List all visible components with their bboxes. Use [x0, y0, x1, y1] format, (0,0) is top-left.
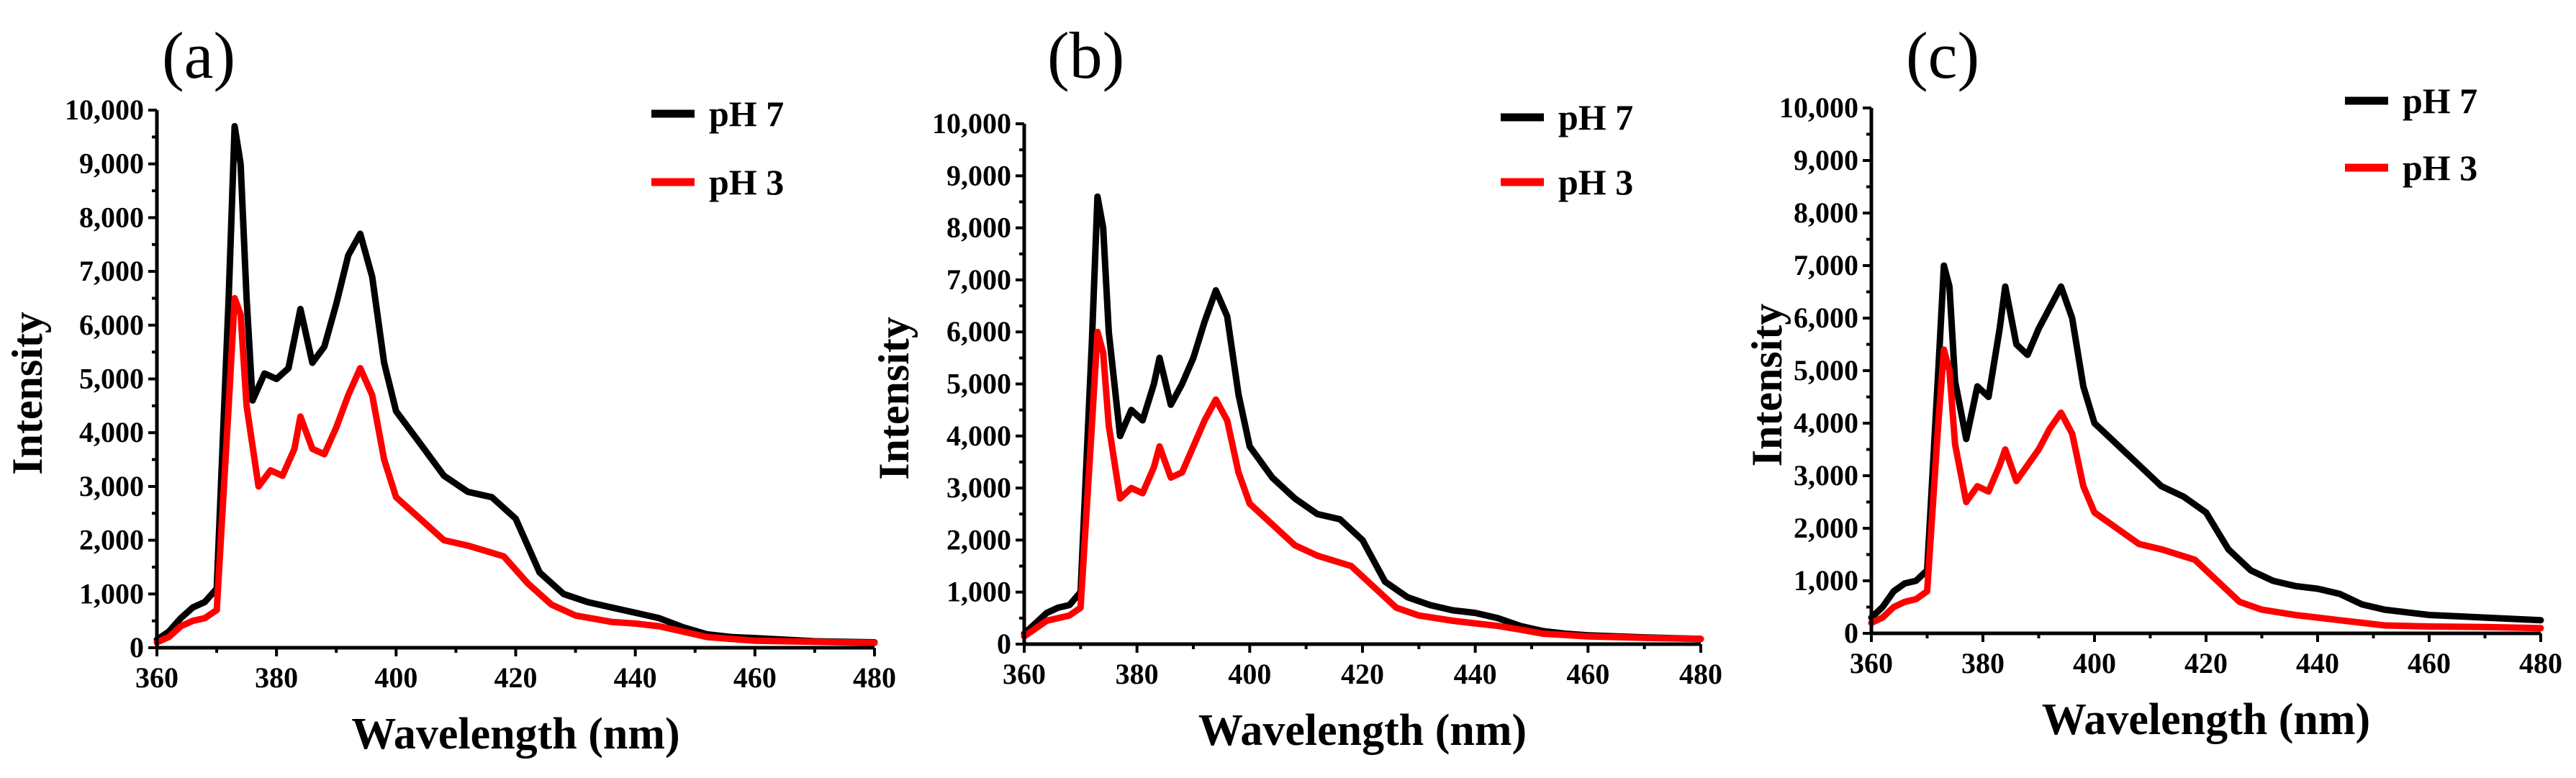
y-tick-label: 7,000: [79, 255, 144, 287]
y-axis-title: Intensity: [1743, 304, 1791, 467]
legend-label-ph3: pH 3: [2403, 148, 2477, 188]
legend-label-ph7: pH 7: [1558, 97, 1633, 137]
y-tick-label: 3,000: [79, 470, 144, 502]
x-tick-label: 380: [1961, 647, 2005, 679]
legend-label-ph7: pH 7: [709, 94, 784, 134]
y-tick-label: 5,000: [946, 368, 1011, 400]
y-tick-label: 3,000: [1794, 459, 1858, 492]
chart-panel-1: (a) 360 380 400 420 440 460 480 0 1,000 2,000 3,000…: [4, 19, 896, 759]
x-tick-label: 440: [1454, 658, 1497, 690]
y-tick-label: 7,000: [1794, 249, 1858, 281]
y-tick-label: 5,000: [1794, 354, 1858, 386]
x-tick-label: 380: [1116, 658, 1159, 690]
y-tick-label: 4,000: [946, 420, 1011, 452]
chart-panel-3: (c) 360 380 400 420 440 460 480 0 1,000 2,000 3,000…: [1743, 19, 2562, 744]
series-line-ph7: [1868, 262, 2544, 624]
x-tick-label: 440: [614, 661, 657, 694]
y-tick-label: 1,000: [946, 576, 1011, 608]
y-tick-label: 1,000: [1794, 564, 1858, 597]
y-tick-label: 8,000: [1794, 196, 1858, 229]
x-tick-label: 440: [2296, 647, 2339, 679]
x-tick-label: 380: [255, 661, 298, 694]
y-tick-label: 2,000: [79, 524, 144, 556]
y-tick-label: 0: [1844, 617, 1858, 649]
y-tick-label: 9,000: [1794, 144, 1858, 176]
x-tick-label: 400: [374, 661, 417, 694]
y-tick-label: 4,000: [1794, 407, 1858, 439]
panel-label: (a): [162, 19, 235, 92]
y-tick-label: 8,000: [79, 201, 144, 233]
x-tick-label: 360: [135, 661, 178, 694]
x-tick-label: 460: [733, 661, 777, 694]
y-axis-title: Intensity: [870, 317, 918, 480]
panel-label: (b): [1047, 19, 1124, 92]
y-tick-label: 2,000: [1794, 512, 1858, 544]
y-tick-label: 5,000: [79, 363, 144, 395]
x-tick-label: 400: [1228, 658, 1271, 690]
x-tick-label: 460: [1566, 658, 1609, 690]
y-tick-label: 3,000: [946, 471, 1011, 504]
y-tick-label: 6,000: [1794, 302, 1858, 334]
x-tick-label: 420: [494, 661, 538, 694]
series-line-ph3: [1868, 346, 2544, 632]
y-tick-label: 10,000: [932, 107, 1011, 140]
y-tick-label: 9,000: [79, 148, 144, 180]
y-tick-label: 1,000: [79, 577, 144, 610]
y-tick-label: 7,000: [946, 263, 1011, 296]
x-tick-label: 480: [853, 661, 896, 694]
x-tick-label: 420: [1341, 658, 1384, 690]
x-tick-label: 460: [2408, 647, 2451, 679]
x-tick-label: 360: [1003, 658, 1046, 690]
y-tick-label: 0: [130, 631, 144, 664]
y-tick-label: 9,000: [946, 159, 1011, 191]
x-tick-label: 480: [1679, 658, 1722, 690]
x-tick-label: 400: [2073, 647, 2116, 679]
y-tick-label: 2,000: [946, 523, 1011, 556]
x-axis-title: Wavelength (nm): [1198, 706, 1527, 755]
y-tick-label: 6,000: [79, 309, 144, 341]
y-tick-label: 10,000: [1779, 91, 1858, 124]
y-tick-label: 4,000: [79, 416, 144, 448]
panel-label: (c): [1906, 19, 1979, 92]
y-tick-label: 6,000: [946, 315, 1011, 348]
x-axis-title: Wavelength (nm): [2042, 695, 2370, 744]
x-axis-title: Wavelength (nm): [351, 710, 679, 759]
series-line-ph7: [153, 122, 878, 646]
y-tick-label: 10,000: [65, 94, 144, 126]
x-tick-label: 360: [1850, 647, 1893, 679]
x-tick-label: 420: [2184, 647, 2228, 679]
series-line-ph7: [1021, 193, 1704, 643]
legend-label-ph3: pH 3: [709, 162, 784, 202]
series-line-ph3: [1021, 328, 1704, 643]
chart-panel-2: (b) 360 380 400 420 440 460 480 0 1,000 2,000 3,000…: [870, 19, 1722, 755]
legend-label-ph3: pH 3: [1558, 162, 1633, 202]
y-axis-title: Intensity: [4, 312, 51, 475]
x-tick-label: 480: [2519, 647, 2562, 679]
y-tick-label: 0: [997, 628, 1011, 660]
legend-label-ph7: pH 7: [2403, 81, 2477, 121]
series-line-ph3: [153, 294, 878, 646]
y-tick-label: 8,000: [946, 212, 1011, 244]
